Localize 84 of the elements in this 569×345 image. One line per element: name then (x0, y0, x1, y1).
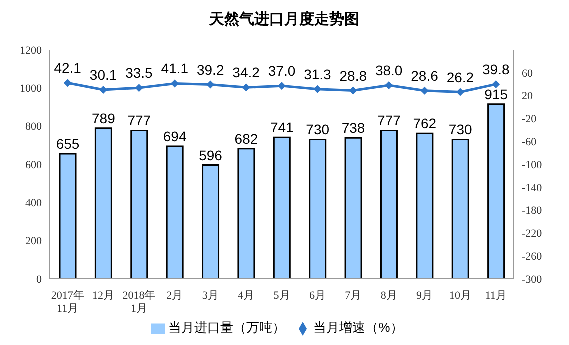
point (349, 86, 358, 95)
data-label: 741 (270, 120, 294, 136)
y-tick-label: 800 (26, 121, 42, 134)
point (278, 82, 286, 90)
y-tick-label: 200 (26, 236, 42, 248)
bar (488, 104, 506, 279)
data-label: 26.2 (446, 69, 474, 86)
bar (344, 137, 362, 279)
x-tick-label: 12月 (92, 290, 115, 302)
data-label: 730 (306, 122, 330, 138)
data-label: 34.2 (232, 64, 260, 81)
data-label: 682 (234, 130, 258, 147)
data-label: 41.1 (161, 60, 189, 77)
y-tick-label: 0 (36, 274, 42, 286)
y2-tick-label: -100 (522, 159, 543, 172)
point (385, 81, 394, 90)
data-label: 28.6 (411, 68, 439, 84)
data-label: 39.2 (196, 62, 224, 78)
y-tick-label: 1200 (20, 44, 42, 57)
x-tick-label: 7月 (345, 290, 362, 302)
bar (380, 130, 398, 279)
x-tick-label: 4月 (238, 290, 255, 302)
chart-title: 天然气进口月度走势图 (208, 10, 360, 30)
data-label: 730 (448, 122, 473, 138)
y2-tick-label: -220 (522, 228, 543, 240)
bar (166, 146, 184, 279)
bar (452, 138, 470, 279)
point (492, 80, 500, 88)
x-tick-label: 2018年 1月 (122, 290, 156, 315)
y2-tick-label: -140 (522, 182, 543, 194)
y2-tick-label: -260 (522, 251, 543, 264)
point (206, 80, 215, 89)
data-label: 777 (378, 112, 402, 129)
bar (309, 138, 327, 279)
point (456, 88, 464, 96)
data-label: 655 (56, 136, 80, 152)
y-tick-label: 400 (26, 198, 42, 210)
x-tick-label: 3月 (202, 290, 219, 302)
bar (130, 130, 148, 279)
y2-tick-label: -180 (522, 205, 543, 218)
point (135, 84, 144, 92)
bar (59, 153, 77, 279)
point (170, 80, 179, 88)
data-label: 33.5 (126, 65, 154, 82)
x-tick-label: 6月 (309, 290, 326, 302)
data-label: 37.0 (268, 63, 296, 80)
data-label: 596 (199, 147, 223, 164)
bar (416, 132, 434, 279)
x-tick-label: 9月 (416, 290, 434, 302)
data-label: 31.3 (304, 66, 332, 82)
x-tick-label: 2月 (166, 290, 184, 302)
data-label: 28.8 (340, 68, 368, 84)
bar (238, 148, 256, 279)
data-label: 762 (413, 116, 437, 132)
bar (273, 136, 291, 279)
point (242, 84, 250, 92)
data-label: 30.1 (90, 67, 118, 84)
point (420, 86, 429, 95)
legend-label: 当月进口量（万吨） (168, 320, 286, 335)
legend-label: 当月增速（%） (314, 320, 404, 335)
x-tick-label: 5月 (274, 290, 290, 302)
x-tick-label: 11月 (485, 290, 507, 302)
bar (94, 128, 112, 279)
y2-tick-label: 60 (522, 68, 534, 80)
bar (202, 164, 220, 279)
data-label: 738 (342, 120, 366, 136)
data-label: 694 (163, 128, 187, 145)
data-label: 789 (92, 110, 116, 126)
data-label: 38.0 (375, 62, 403, 78)
x-tick-label: 10月 (449, 290, 472, 302)
x-tick-label: 8月 (380, 290, 398, 302)
data-label: 42.1 (54, 60, 82, 76)
data-label: 915 (484, 86, 508, 102)
y-tick-label: 1000 (20, 83, 42, 96)
y-tick-label: 600 (26, 159, 42, 172)
data-label: 39.8 (482, 61, 510, 78)
y2-tick-label: 20 (522, 90, 534, 103)
y2-tick-label: -20 (522, 114, 538, 126)
y2-tick-label: -60 (522, 136, 538, 149)
point (64, 79, 72, 88)
y2-tick-label: -300 (522, 274, 543, 286)
point (314, 85, 322, 94)
data-label: 777 (128, 112, 152, 129)
x-tick-label: 2017年 11月 (51, 290, 84, 315)
